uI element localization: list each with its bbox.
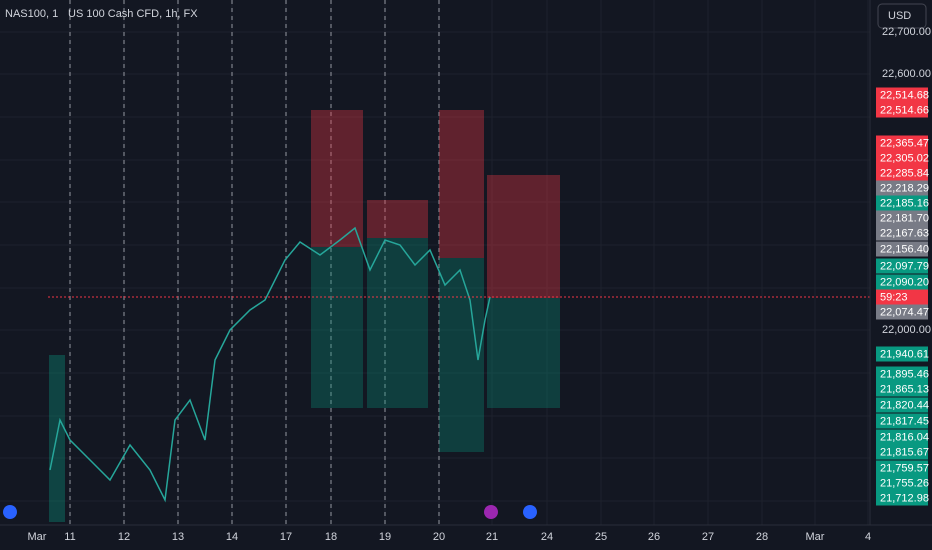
event-icon[interactable] xyxy=(484,505,498,519)
price-tag xyxy=(876,241,928,257)
price-tag xyxy=(876,346,928,362)
price-tag-text: 22,514.66 xyxy=(880,104,929,116)
price-tag-text: 22,305.02 xyxy=(880,152,929,164)
price-tag-text: 22,097.79 xyxy=(880,260,929,272)
price-tag-text: 22,185.16 xyxy=(880,197,929,209)
date-label: 21 xyxy=(486,531,498,543)
date-label: 17 xyxy=(280,531,292,543)
price-tag xyxy=(876,413,928,429)
price-tag-text: 21,895.46 xyxy=(880,368,929,380)
price-tag-text: 21,815.67 xyxy=(880,446,929,458)
price-tag xyxy=(876,289,928,305)
date-label: 27 xyxy=(702,531,714,543)
price-tag-text: 21,755.26 xyxy=(880,477,929,489)
price-line xyxy=(49,226,491,503)
date-label: 28 xyxy=(756,531,768,543)
description: US 100 Cash CFD, 1h, FX xyxy=(68,8,198,20)
currency[interactable]: USD xyxy=(888,10,911,22)
price-tag xyxy=(876,87,928,103)
price-tag xyxy=(876,475,928,491)
date-label: Mar xyxy=(806,531,825,543)
grid xyxy=(0,0,870,525)
symbol: NAS100, 1 xyxy=(5,8,58,20)
date-label: 12 xyxy=(118,531,130,543)
price-tag-text: 21,817.45 xyxy=(880,415,929,427)
price-tag xyxy=(876,165,928,181)
price-tag xyxy=(876,366,928,382)
price-tag xyxy=(876,102,928,118)
price-label: 22,700.00 xyxy=(882,26,931,38)
price-tag-text: 21,865.13 xyxy=(880,383,929,395)
price-tag-text: 22,074.47 xyxy=(880,306,929,318)
price-tag xyxy=(876,210,928,226)
price-tag-text: 21,712.98 xyxy=(880,492,929,504)
price-tag-text: 21,820.44 xyxy=(880,399,929,411)
date-label: 14 xyxy=(226,531,238,543)
price-tag-text: 21,816.04 xyxy=(880,431,929,443)
price-tag-text: 22,090.20 xyxy=(880,276,929,288)
price-tag xyxy=(876,397,928,413)
date-label: 24 xyxy=(541,531,553,543)
price-tag-text: 22,218.29 xyxy=(880,182,929,194)
price-tag-text: 22,285.84 xyxy=(880,167,929,179)
date-label: 19 xyxy=(379,531,391,543)
price-tag xyxy=(876,490,928,506)
price-tag xyxy=(876,274,928,290)
date-label: 25 xyxy=(595,531,607,543)
date-label: 4 xyxy=(865,531,871,543)
price-tag-text: 21,940.61 xyxy=(880,348,929,360)
price-label: 22,600.00 xyxy=(882,68,931,80)
price-tag-text: 22,514.68 xyxy=(880,89,929,101)
price-tag xyxy=(876,429,928,445)
date-label: 13 xyxy=(172,531,184,543)
event-icon[interactable] xyxy=(523,505,537,519)
price-label: 22,000.00 xyxy=(882,324,931,336)
price-tag-text: 22,181.70 xyxy=(880,212,929,224)
date-label: 11 xyxy=(64,531,75,543)
price-tag xyxy=(876,304,928,320)
price-tag xyxy=(876,381,928,397)
price-tag xyxy=(876,150,928,166)
price-tag xyxy=(876,460,928,476)
price-tag-text: 22,167.63 xyxy=(880,227,929,239)
price-tag-text: 59:23 xyxy=(880,291,908,303)
date-label: 18 xyxy=(325,531,337,543)
price-tag xyxy=(876,258,928,274)
price-tag-text: 21,759.57 xyxy=(880,462,929,474)
price-tag xyxy=(876,444,928,460)
price-tag xyxy=(876,225,928,241)
price-tag-text: 22,156.40 xyxy=(880,243,929,255)
position-boxes xyxy=(49,110,560,522)
event-icon[interactable] xyxy=(3,505,17,519)
date-label: 20 xyxy=(433,531,445,543)
price-tag xyxy=(876,135,928,151)
price-tag xyxy=(876,180,928,196)
price-tag-text: 22,365.47 xyxy=(880,137,929,149)
currency-button[interactable] xyxy=(877,3,927,29)
price-tag xyxy=(876,195,928,211)
date-label: Mar xyxy=(28,531,47,543)
date-label: 26 xyxy=(648,531,660,543)
